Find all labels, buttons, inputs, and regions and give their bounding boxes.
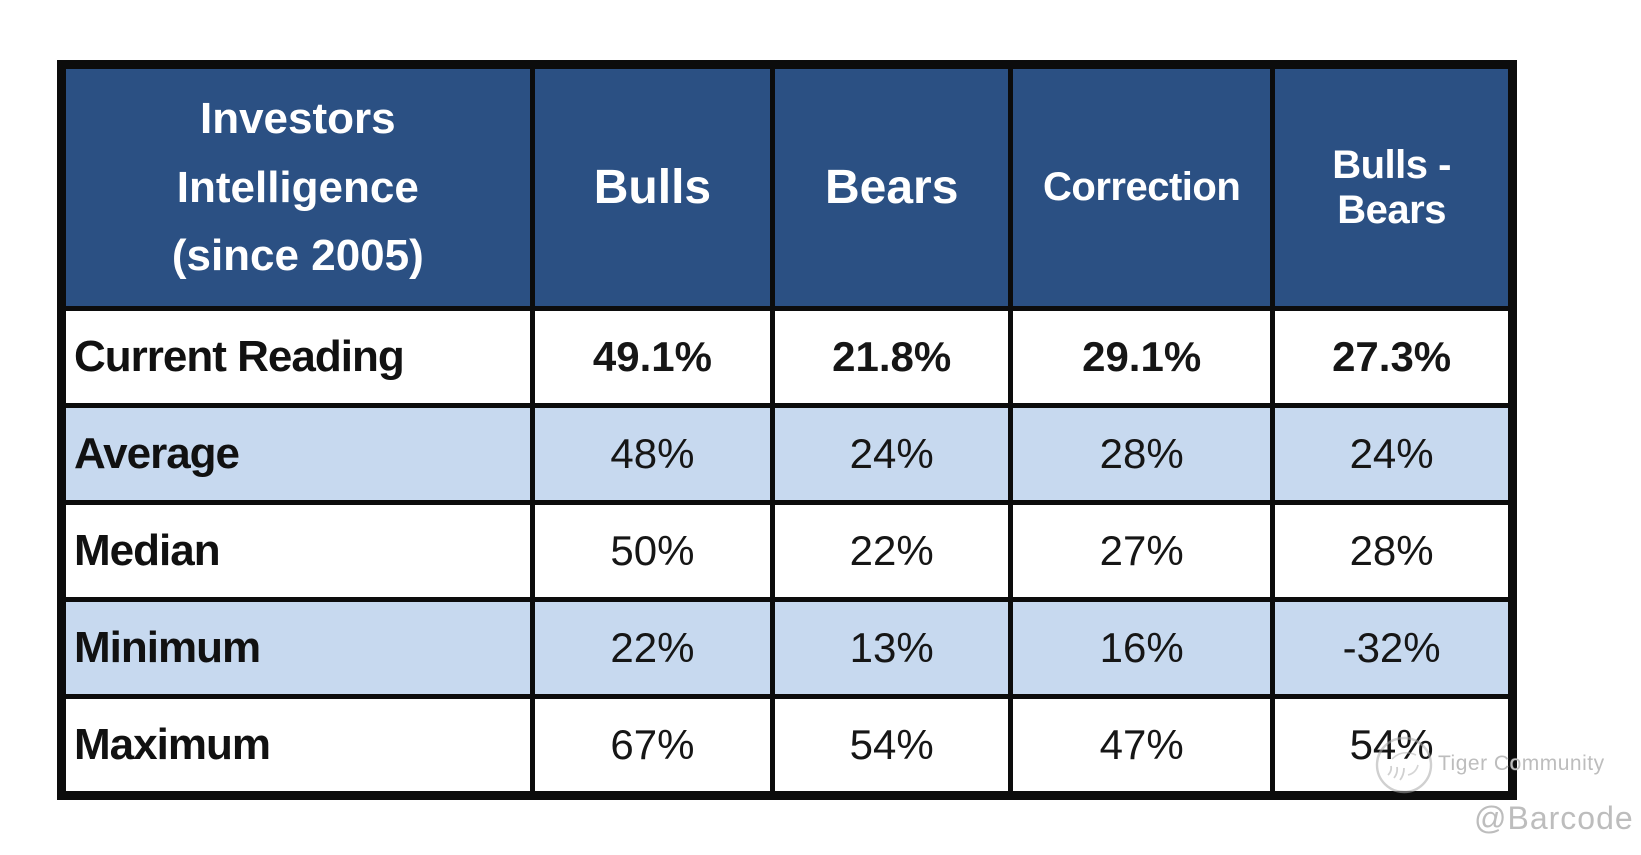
row-label-median: Median bbox=[66, 505, 530, 598]
column-header-bulls-minus-bears: Bulls - Bears bbox=[1275, 69, 1508, 307]
column-header-bears: Bears bbox=[775, 69, 1009, 307]
cell-minimum-correction: 16% bbox=[1013, 602, 1271, 695]
row-label-minimum: Minimum bbox=[66, 602, 530, 695]
cell-current-bears: 21.8% bbox=[775, 311, 1009, 404]
cell-maximum-bulls: 67% bbox=[534, 699, 771, 791]
table-corner-header: Investors Intelligence (since 2005) bbox=[66, 69, 530, 307]
cell-median-correction: 27% bbox=[1013, 505, 1271, 598]
cell-minimum-bulls-minus-bears: -32% bbox=[1275, 602, 1508, 695]
row-label-current-reading: Current Reading bbox=[66, 311, 530, 404]
cell-current-bulls: 49.1% bbox=[534, 311, 771, 404]
cell-median-bears: 22% bbox=[775, 505, 1009, 598]
cell-current-bulls-minus-bears: 27.3% bbox=[1275, 311, 1508, 404]
cell-maximum-bulls-minus-bears: 54% bbox=[1275, 699, 1508, 791]
cell-maximum-correction: 47% bbox=[1013, 699, 1271, 791]
cell-current-correction: 29.1% bbox=[1013, 311, 1271, 404]
cell-maximum-bears: 54% bbox=[775, 699, 1009, 791]
investors-intelligence-table: Investors Intelligence (since 2005) Bull… bbox=[57, 60, 1517, 800]
cell-minimum-bears: 13% bbox=[775, 602, 1009, 695]
cell-average-correction: 28% bbox=[1013, 408, 1271, 501]
cell-average-bears: 24% bbox=[775, 408, 1009, 501]
cell-median-bulls-minus-bears: 28% bbox=[1275, 505, 1508, 598]
cell-average-bulls-minus-bears: 24% bbox=[1275, 408, 1508, 501]
tiger-stamp-icon bbox=[1375, 736, 1433, 794]
column-header-bulls: Bulls bbox=[534, 69, 771, 307]
cell-average-bulls: 48% bbox=[534, 408, 771, 501]
row-label-average: Average bbox=[66, 408, 530, 501]
watermark-handle: @Barcode bbox=[1474, 800, 1634, 836]
column-header-correction: Correction bbox=[1013, 69, 1271, 307]
row-label-maximum: Maximum bbox=[66, 699, 530, 791]
cell-median-bulls: 50% bbox=[534, 505, 771, 598]
cell-minimum-bulls: 22% bbox=[534, 602, 771, 695]
watermark-community-label: Tiger Community bbox=[1438, 752, 1605, 775]
